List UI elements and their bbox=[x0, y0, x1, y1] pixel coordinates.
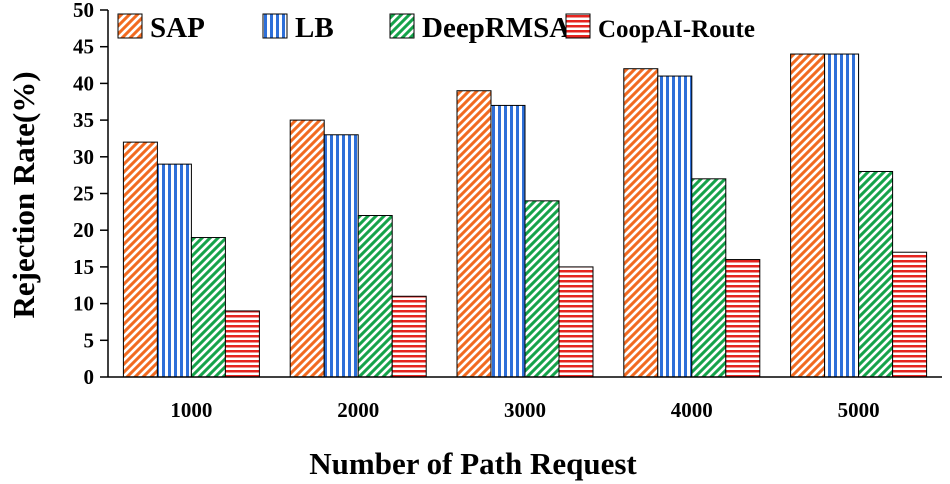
bar-lb-2000 bbox=[323, 134, 359, 378]
y-tick-label: 15 bbox=[73, 255, 94, 279]
bar-coopai-route-2000 bbox=[391, 295, 427, 378]
bar-lb-3000 bbox=[490, 104, 526, 378]
x-tick-label: 1000 bbox=[170, 398, 212, 422]
legend-label-coopai-route: CoopAI-Route bbox=[598, 16, 755, 43]
bar-sap-2000 bbox=[289, 119, 325, 378]
bar-deeprmsa-2000 bbox=[357, 215, 393, 378]
bar-lb-5000 bbox=[824, 53, 860, 378]
y-tick-label: 0 bbox=[84, 365, 95, 389]
legend-swatch-deeprmsa bbox=[389, 13, 415, 39]
bar-coopai-route-1000 bbox=[224, 310, 260, 378]
bar-deeprmsa-5000 bbox=[858, 170, 894, 378]
y-tick-label: 20 bbox=[73, 218, 94, 242]
legend: SAP LB DeepRMSA CoopAI-Route bbox=[117, 12, 755, 44]
y-axis-ticks: 0 5 10 15 20 25 30 35 40 45 50 bbox=[73, 0, 108, 389]
x-tick-label: 2000 bbox=[337, 398, 379, 422]
x-axis-title: Number of Path Request bbox=[309, 446, 637, 481]
legend-label-lb: LB bbox=[295, 12, 334, 44]
y-tick-label: 30 bbox=[73, 145, 94, 169]
bar-lb-4000 bbox=[657, 75, 693, 378]
bar-sap-3000 bbox=[456, 90, 492, 378]
bar-coopai-route-4000 bbox=[725, 259, 761, 378]
bar-deeprmsa-3000 bbox=[524, 200, 560, 378]
y-tick-label: 5 bbox=[84, 328, 95, 352]
bar-coopai-route-3000 bbox=[558, 266, 594, 378]
y-tick-label: 50 bbox=[73, 0, 94, 22]
legend-label-deeprmsa: DeepRMSA bbox=[422, 12, 570, 44]
y-tick-label: 45 bbox=[73, 35, 94, 59]
legend-label-sap: SAP bbox=[150, 12, 205, 44]
legend-swatch-sap bbox=[117, 13, 143, 39]
x-axis-ticks: 1000 2000 3000 4000 5000 bbox=[170, 398, 879, 422]
y-tick-label: 40 bbox=[73, 71, 94, 95]
x-tick-label: 3000 bbox=[504, 398, 546, 422]
bar-sap-5000 bbox=[790, 53, 826, 378]
bar-sap-1000 bbox=[122, 141, 158, 378]
y-axis-title: Rejection Rate(%) bbox=[6, 71, 41, 318]
bar-deeprmsa-4000 bbox=[691, 178, 727, 378]
x-tick-label: 4000 bbox=[671, 398, 713, 422]
y-tick-label: 10 bbox=[73, 292, 94, 316]
legend-swatch-lb bbox=[262, 13, 288, 39]
legend-swatch-coopai-route bbox=[565, 13, 591, 39]
bar-lb-1000 bbox=[156, 163, 192, 378]
bar-deeprmsa-1000 bbox=[190, 237, 226, 378]
bar-sap-4000 bbox=[623, 68, 659, 378]
bars bbox=[122, 53, 928, 378]
y-tick-label: 25 bbox=[73, 182, 94, 206]
x-tick-label: 5000 bbox=[838, 398, 880, 422]
bar-coopai-route-5000 bbox=[892, 251, 928, 378]
y-tick-label: 35 bbox=[73, 108, 94, 132]
